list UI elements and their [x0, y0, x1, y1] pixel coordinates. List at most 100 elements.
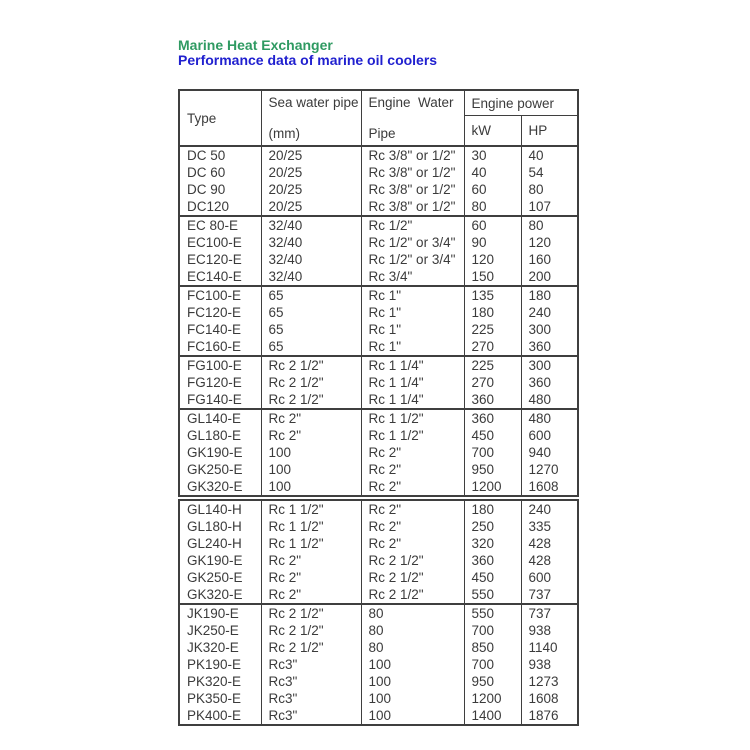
- cell-type: EC120-E: [178, 251, 261, 268]
- table-row: GL140-H Rc 1 1/2" Rc 2" 180 240: [178, 498, 578, 518]
- cell-type: FG100-E: [178, 356, 261, 374]
- cell-engine-water-pipe: Rc 2 1/2": [360, 586, 464, 604]
- cell-engine-water-pipe: Rc 2": [360, 518, 464, 535]
- cell-hp: 480: [520, 391, 578, 409]
- cell-kw: 225: [463, 356, 521, 374]
- document-page: Marine Heat Exchanger Performance data o…: [178, 38, 579, 726]
- cell-kw: 150: [463, 268, 521, 286]
- cell-hp: 1608: [520, 478, 578, 498]
- cell-kw: 360: [463, 552, 521, 569]
- table-row: GL180-H Rc 1 1/2" Rc 2" 250 335: [178, 518, 578, 535]
- cell-type: GL140-H: [178, 498, 261, 518]
- cell-sea-water-pipe: 20/25: [260, 164, 361, 181]
- cell-type: GK190-E: [178, 444, 261, 461]
- table-row: PK190-E Rc3" 100 700 938: [178, 656, 578, 673]
- cell-hp: 107: [520, 198, 578, 216]
- table-row: PK400-E Rc3" 100 1400 1876: [178, 707, 578, 725]
- cell-kw: 135: [463, 286, 521, 304]
- cell-kw: 80: [463, 198, 521, 216]
- cell-hp: 938: [520, 656, 578, 673]
- cell-kw: 1200: [463, 690, 521, 707]
- cell-hp: 240: [520, 498, 578, 518]
- cell-type: PK190-E: [178, 656, 261, 673]
- cell-hp: 600: [520, 427, 578, 444]
- cell-kw: 40: [463, 164, 521, 181]
- table-row: DC 50 20/25 Rc 3/8" or 1/2" 30 40: [178, 146, 578, 164]
- cell-hp: 300: [520, 321, 578, 338]
- cell-kw: 360: [463, 409, 521, 427]
- cell-sea-water-pipe: Rc3": [260, 707, 361, 725]
- table-group: FC100-E 65 Rc 1" 135 180 FC120-E 65 Rc 1" 180 240…: [178, 286, 578, 356]
- cell-sea-water-pipe: 32/40: [260, 251, 361, 268]
- cell-engine-water-pipe: 100: [360, 707, 464, 725]
- table-row: JK190-E Rc 2 1/2" 80 550 737: [178, 604, 578, 622]
- cell-hp: 54: [520, 164, 578, 181]
- header-sea-water-line1: Sea water pipe: [268, 94, 359, 110]
- table-row: FG120-E Rc 2 1/2" Rc 1 1/4" 270 360: [178, 374, 578, 391]
- cell-hp: 335: [520, 518, 578, 535]
- cell-engine-water-pipe: Rc 1/2": [360, 216, 464, 234]
- cell-sea-water-pipe: Rc 2": [260, 586, 361, 604]
- table-row: FG140-E Rc 2 1/2" Rc 1 1/4" 360 480: [178, 391, 578, 409]
- cell-engine-water-pipe: Rc 1 1/2": [360, 427, 464, 444]
- cell-sea-water-pipe: Rc 2 1/2": [260, 639, 361, 656]
- table-group: FG100-E Rc 2 1/2" Rc 1 1/4" 225 300 FG120-E Rc…: [178, 356, 578, 409]
- cell-sea-water-pipe: Rc 2 1/2": [260, 374, 361, 391]
- cell-type: GL180-E: [178, 427, 261, 444]
- cell-engine-water-pipe: Rc 1": [360, 321, 464, 338]
- cell-hp: 1876: [520, 707, 578, 725]
- cell-type: PK320-E: [178, 673, 261, 690]
- cell-hp: 1140: [520, 639, 578, 656]
- table-group: JK190-E Rc 2 1/2" 80 550 737 JK250-E Rc 2 1/2"…: [178, 604, 578, 725]
- cell-engine-water-pipe: Rc 1 1/2": [360, 409, 464, 427]
- cell-kw: 360: [463, 391, 521, 409]
- cell-sea-water-pipe: Rc3": [260, 673, 361, 690]
- cell-hp: 480: [520, 409, 578, 427]
- cell-kw: 120: [463, 251, 521, 268]
- table-row: GK320-E 100 Rc 2" 1200 1608: [178, 478, 578, 498]
- cell-sea-water-pipe: 32/40: [260, 234, 361, 251]
- table-row: FC140-E 65 Rc 1" 225 300: [178, 321, 578, 338]
- cell-engine-water-pipe: 100: [360, 656, 464, 673]
- table-group: EC 80-E 32/40 Rc 1/2" 60 80 EC100-E 32/40 Rc 1/…: [178, 216, 578, 286]
- cell-sea-water-pipe: Rc 1 1/2": [260, 518, 361, 535]
- cell-kw: 270: [463, 338, 521, 356]
- table-row: GK190-E 100 Rc 2" 700 940: [178, 444, 578, 461]
- table-row: FC160-E 65 Rc 1" 270 360: [178, 338, 578, 356]
- cell-kw: 60: [463, 181, 521, 198]
- cell-sea-water-pipe: 65: [260, 321, 361, 338]
- header-kw: kW: [463, 115, 521, 146]
- cell-type: DC 60: [178, 164, 261, 181]
- header-sea-water-line2: (mm): [268, 125, 300, 141]
- cell-hp: 1608: [520, 690, 578, 707]
- cell-engine-water-pipe: Rc 1 1/4": [360, 356, 464, 374]
- cell-sea-water-pipe: Rc 2": [260, 409, 361, 427]
- cell-kw: 950: [463, 461, 521, 478]
- cell-sea-water-pipe: Rc 2": [260, 427, 361, 444]
- cell-hp: 1273: [520, 673, 578, 690]
- cell-type: GK320-E: [178, 586, 261, 604]
- table-group: GL140-H Rc 1 1/2" Rc 2" 180 240 GL180-H Rc 1 1…: [178, 498, 578, 604]
- cell-hp: 360: [520, 338, 578, 356]
- cell-hp: 600: [520, 569, 578, 586]
- cell-sea-water-pipe: Rc 1 1/2": [260, 535, 361, 552]
- cell-sea-water-pipe: 20/25: [260, 198, 361, 216]
- cell-kw: 950: [463, 673, 521, 690]
- cell-type: EC 80-E: [178, 216, 261, 234]
- cell-type: FG140-E: [178, 391, 261, 409]
- cell-type: FC160-E: [178, 338, 261, 356]
- table-row: DC120 20/25 Rc 3/8" or 1/2" 80 107: [178, 198, 578, 216]
- cell-engine-water-pipe: Rc 3/8" or 1/2": [360, 181, 464, 198]
- table-row: DC 60 20/25 Rc 3/8" or 1/2" 40 54: [178, 164, 578, 181]
- cell-sea-water-pipe: Rc3": [260, 656, 361, 673]
- cell-sea-water-pipe: 32/40: [260, 268, 361, 286]
- cell-engine-water-pipe: Rc 2": [360, 444, 464, 461]
- table-row: GK320-E Rc 2" Rc 2 1/2" 550 737: [178, 586, 578, 604]
- cell-hp: 240: [520, 304, 578, 321]
- header-type: Type: [178, 90, 261, 146]
- cell-type: PK400-E: [178, 707, 261, 725]
- cell-type: DC 50: [178, 146, 261, 164]
- cell-sea-water-pipe: 65: [260, 338, 361, 356]
- header-sea-water-pipe: Sea water pipe (mm): [260, 90, 361, 146]
- page-subtitle: Performance data of marine oil coolers: [178, 52, 438, 68]
